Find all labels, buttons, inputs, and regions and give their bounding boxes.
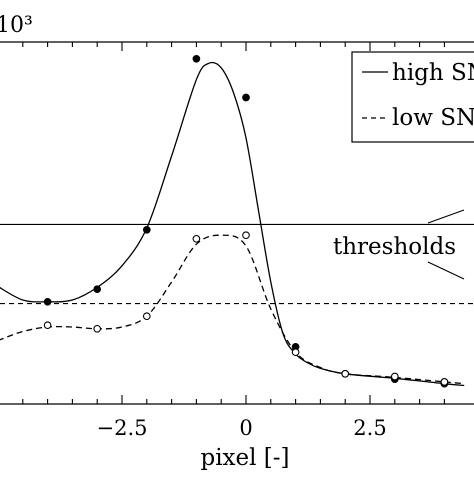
data-point bbox=[341, 369, 350, 378]
data-point bbox=[43, 321, 52, 330]
data-point bbox=[142, 225, 151, 234]
annotation-arrow-lower bbox=[427, 261, 465, 280]
x-axis-ticks: −2.5 0 2.5 bbox=[22, 42, 445, 440]
legend-high-label: high SN bbox=[392, 60, 474, 86]
series-group bbox=[0, 54, 465, 388]
thresholds-annotation: thresholds bbox=[328, 209, 474, 280]
data-point bbox=[390, 372, 399, 381]
x-axis-label: pixel [-] bbox=[200, 445, 289, 471]
data-point bbox=[291, 348, 300, 357]
data-point bbox=[440, 378, 449, 386]
data-point bbox=[93, 285, 102, 294]
data-point bbox=[242, 93, 250, 102]
series-line bbox=[0, 61, 465, 387]
data-point bbox=[93, 324, 102, 333]
data-point bbox=[242, 231, 250, 240]
annotation-text: thresholds bbox=[333, 234, 456, 260]
data-point bbox=[192, 54, 201, 63]
legend: high SN low SN bbox=[351, 51, 474, 143]
annotation-bg bbox=[328, 228, 474, 260]
x-tick-label: −2.5 bbox=[97, 416, 148, 440]
data-point bbox=[43, 297, 52, 306]
legend-low-label: low SN bbox=[392, 105, 474, 131]
x-tick-label: 2.5 bbox=[353, 416, 386, 440]
x-tick-label: 0 bbox=[239, 416, 252, 440]
data-point bbox=[142, 312, 151, 321]
threshold-lines bbox=[0, 223, 474, 305]
data-point bbox=[192, 234, 201, 243]
annotation-arrow-upper bbox=[427, 209, 465, 224]
y-scale-label: 10³ bbox=[0, 13, 33, 38]
legend-box bbox=[351, 51, 474, 143]
